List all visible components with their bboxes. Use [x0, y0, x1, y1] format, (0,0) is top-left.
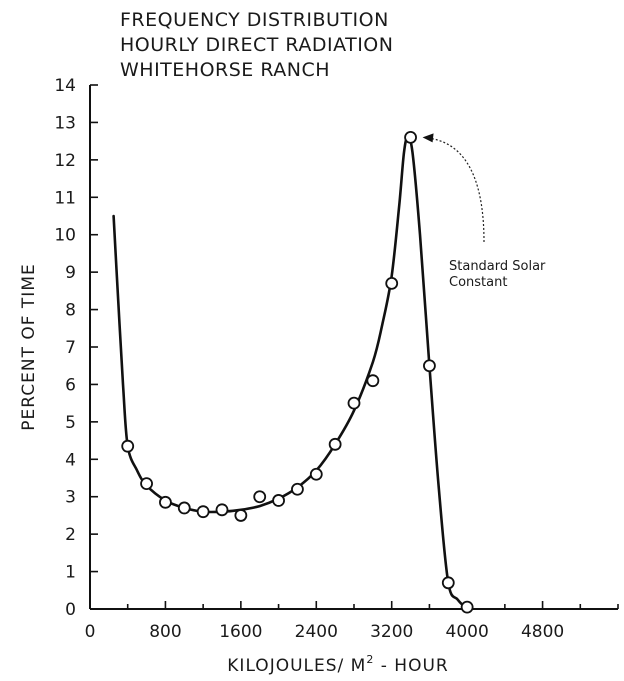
- data-point: [309, 467, 323, 481]
- data-point: [328, 437, 342, 451]
- data-point: [347, 396, 361, 410]
- x-axis-label-prefix: KILOJOULES/ M: [227, 656, 366, 676]
- annotation-line-2: Constant: [449, 275, 507, 290]
- annotation: Standard Solar Constant: [422, 133, 546, 290]
- y-tick-label: 12: [54, 151, 76, 171]
- y-tick-label: 6: [65, 375, 76, 395]
- x-tick-label: 3200: [370, 622, 413, 642]
- y-axis-label: PERCENT OF TIME: [19, 263, 39, 430]
- x-axis-label-superscript: 2: [366, 653, 374, 666]
- x-axis-label: KILOJOULES/ M2 - HOUR: [227, 653, 448, 676]
- data-point: [404, 130, 417, 144]
- data-point: [441, 576, 455, 590]
- data-point: [291, 482, 304, 496]
- series-line: [112, 136, 469, 611]
- y-tick-label: 10: [54, 226, 76, 246]
- data-point: [253, 490, 267, 504]
- y-tick-label: 3: [65, 488, 76, 508]
- chart-title: FREQUENCY DISTRIBUTION HOURLY DIRECT RAD…: [120, 9, 393, 81]
- x-tick-label: 4800: [521, 622, 564, 642]
- y-tick-label: 5: [65, 413, 76, 433]
- data-point: [385, 276, 399, 290]
- y-tick-label: 8: [65, 301, 76, 321]
- x-tick-label: 1600: [219, 622, 262, 642]
- data-point: [460, 600, 474, 614]
- y-tick-label: 2: [65, 525, 76, 545]
- x-tick-label: 4000: [446, 622, 489, 642]
- y-tick-label: 9: [65, 263, 76, 283]
- y-tick-label: 4: [65, 450, 76, 470]
- data-point: [423, 359, 436, 373]
- data-markers: [121, 130, 474, 614]
- axes: [89, 85, 618, 610]
- x-axis-label-suffix: - HOUR: [374, 656, 448, 676]
- title-line-3: WHITEHORSE RANCH: [120, 59, 330, 81]
- data-point: [177, 501, 191, 515]
- x-tick-label: 800: [149, 622, 181, 642]
- data-point: [234, 509, 248, 522]
- annotation-line-1: Standard Solar: [449, 259, 546, 274]
- data-point: [140, 477, 153, 491]
- data-point: [366, 374, 380, 388]
- y-tick-label: 0: [65, 600, 76, 620]
- x-tick-label: 0: [85, 622, 96, 642]
- y-tick-label: 7: [65, 338, 76, 358]
- data-point: [215, 503, 229, 517]
- title-line-2: HOURLY DIRECT RADIATION: [120, 34, 393, 56]
- x-axis-ticks: 0 800 1600 2400 3200 4000 4800: [85, 601, 619, 642]
- y-tick-label: 1: [65, 563, 76, 583]
- annotation-arrow-line: [430, 137, 485, 243]
- data-point: [272, 494, 285, 507]
- y-tick-label: 14: [54, 76, 76, 96]
- y-tick-label: 13: [54, 113, 76, 133]
- title-line-1: FREQUENCY DISTRIBUTION: [120, 9, 389, 31]
- data-point: [159, 495, 172, 509]
- data-point: [196, 505, 210, 519]
- y-tick-label: 11: [54, 188, 76, 208]
- x-tick-label: 2400: [295, 622, 338, 642]
- data-point: [121, 439, 135, 453]
- annotation-arrow-head: [422, 133, 434, 143]
